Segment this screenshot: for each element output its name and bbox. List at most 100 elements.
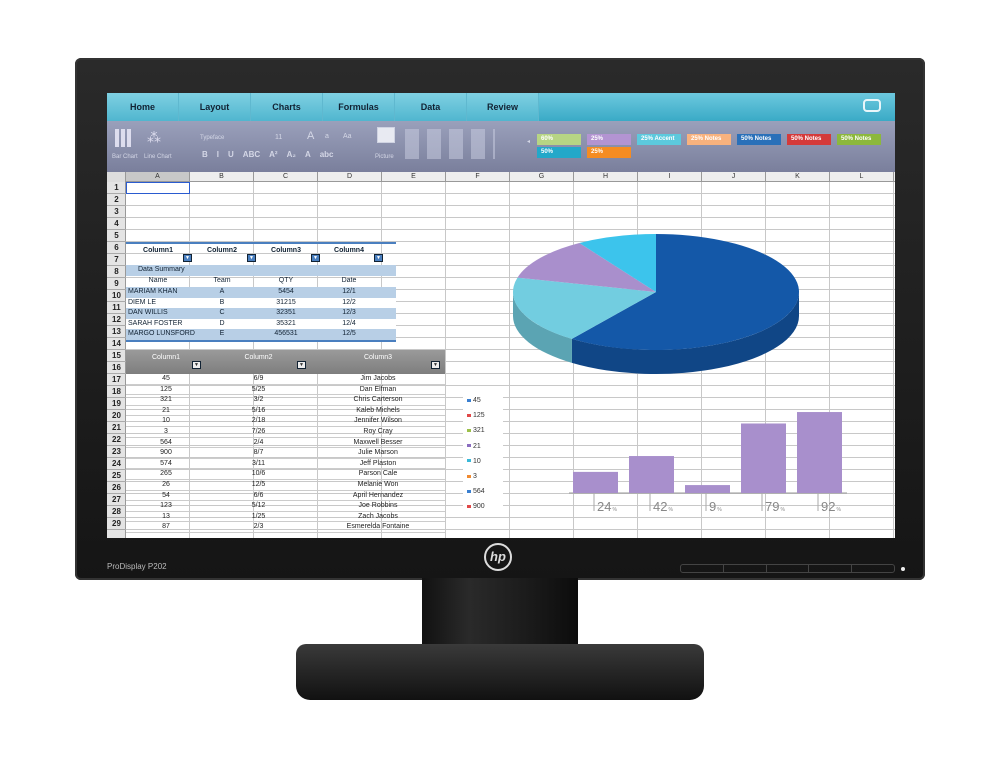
column-header-d[interactable]: D <box>318 172 382 181</box>
tab-formulas[interactable]: Formulas <box>323 93 395 121</box>
table-row[interactable]: DAN WILLIS C 32351 12/3 <box>126 308 396 319</box>
table-row[interactable]: 87 2/3 Esmerelda Fontaine <box>126 522 445 533</box>
column-header-c[interactable]: C <box>254 172 318 181</box>
power-button[interactable] <box>852 565 894 572</box>
row-header-15[interactable]: 15 <box>107 350 126 362</box>
format-button[interactable]: A₂ <box>286 150 296 159</box>
line-chart-icon[interactable]: ⁂ <box>147 129 161 145</box>
table-row[interactable]: DIEM LE B 31215 12/2 <box>126 297 396 309</box>
cell-style-swatch[interactable]: 50% Notes <box>737 134 781 145</box>
table-row[interactable]: MARGO LUNSFORD E 456531 12/5 <box>126 329 396 340</box>
table-row[interactable]: 3 7/26 Roy Cray <box>126 427 445 438</box>
row-header-27[interactable]: 27 <box>107 494 126 506</box>
row-header-29[interactable]: 29 <box>107 518 126 530</box>
cell-style-swatch[interactable]: 25% Accent <box>637 134 681 145</box>
row-header-12[interactable]: 12 <box>107 314 126 326</box>
column-header-f[interactable]: F <box>446 172 510 181</box>
shrink-font-button[interactable]: a <box>325 133 329 140</box>
row-header-28[interactable]: 28 <box>107 506 126 518</box>
format-button[interactable]: U <box>228 150 234 159</box>
pie-slice-1[interactable] <box>513 277 656 339</box>
row-header-24[interactable]: 24 <box>107 458 126 470</box>
column-header-g[interactable]: G <box>510 172 574 181</box>
table-row[interactable]: 564 2/4 Maxwell Besser <box>126 438 445 449</box>
row-header-17[interactable]: 17 <box>107 374 126 386</box>
filter-dropdown-icon[interactable]: ▼ <box>311 254 320 262</box>
cell-style-swatch[interactable]: 25% <box>587 134 631 145</box>
cell-style-swatch[interactable]: 60% <box>537 134 581 145</box>
row-header-5[interactable]: 5 <box>107 230 126 242</box>
typeface-select[interactable]: Typeface <box>200 135 225 141</box>
inbox-icon[interactable] <box>863 99 881 112</box>
table-row[interactable]: 13 1/25 Zach Jacobs <box>126 512 445 523</box>
row-header-11[interactable]: 11 <box>107 302 126 314</box>
bar-chart-icon[interactable] <box>115 129 131 147</box>
row-header-6[interactable]: 6 <box>107 242 126 254</box>
format-button[interactable]: ABC <box>242 150 261 159</box>
row-header-20[interactable]: 20 <box>107 410 126 422</box>
row-header-22[interactable]: 22 <box>107 434 126 446</box>
font-size-select[interactable]: 11 <box>275 134 283 141</box>
row-header-25[interactable]: 25 <box>107 470 126 482</box>
tab-review[interactable]: Review <box>467 93 539 121</box>
ok-button[interactable] <box>809 565 853 572</box>
bar-chart-button[interactable]: Bar Chart <box>112 154 138 160</box>
table-row[interactable]: 123 5/12 Joe Robbins <box>126 501 445 512</box>
row-header-16[interactable]: 16 <box>107 362 126 374</box>
filter-dropdown-icon[interactable]: ▼ <box>431 361 440 369</box>
row-header-26[interactable]: 26 <box>107 482 126 494</box>
filter-dropdown-icon[interactable]: ▼ <box>192 361 201 369</box>
table-row[interactable]: 900 8/7 Julie Marson <box>126 448 445 459</box>
column-header-i[interactable]: I <box>638 172 702 181</box>
row-header-18[interactable]: 18 <box>107 386 126 398</box>
table-row[interactable]: MARIAM KHAN A 5454 12/1 <box>126 287 396 298</box>
picture-button[interactable]: Picture <box>375 154 394 160</box>
tab-layout[interactable]: Layout <box>179 93 251 121</box>
filter-dropdown-icon[interactable]: ▼ <box>374 254 383 262</box>
row-header-21[interactable]: 21 <box>107 422 126 434</box>
row-header-13[interactable]: 13 <box>107 326 126 338</box>
table-row[interactable]: 10 2/18 Jennifer Wilson <box>126 416 445 427</box>
grow-font-button[interactable]: A <box>307 130 315 142</box>
row-header-2[interactable]: 2 <box>107 194 126 206</box>
table-row[interactable]: SARAH FOSTER D 35321 12/4 <box>126 318 396 330</box>
tab-data[interactable]: Data <box>395 93 467 121</box>
row-header-14[interactable]: 14 <box>107 338 126 350</box>
minus-button[interactable] <box>724 565 767 572</box>
tab-charts[interactable]: Charts <box>251 93 323 121</box>
cell-style-swatch[interactable]: 50% <box>537 147 581 158</box>
row-header-3[interactable]: 3 <box>107 206 126 218</box>
row-header-7[interactable]: 7 <box>107 254 126 266</box>
table-row[interactable]: 574 3/11 Jeff Plaston <box>126 459 445 470</box>
bar-3[interactable] <box>741 423 786 493</box>
pie-slice-3[interactable] <box>579 234 656 292</box>
bar-4[interactable] <box>797 412 842 493</box>
column-header-l[interactable]: L <box>830 172 894 181</box>
filter-dropdown-icon[interactable]: ▼ <box>247 254 256 262</box>
pie-slice-2[interactable] <box>517 243 656 292</box>
picture-icon[interactable] <box>377 127 395 143</box>
menu-button[interactable] <box>681 565 724 572</box>
filter-dropdown-icon[interactable]: ▼ <box>183 254 192 262</box>
cell-style-swatch[interactable]: 50% Notes <box>787 134 831 145</box>
table-row[interactable]: 54 6/6 April Hernandez <box>126 491 445 502</box>
column-header-a[interactable]: A <box>126 172 190 181</box>
pie-slice-0[interactable] <box>571 234 799 350</box>
table-row[interactable]: 265 10/6 Parson Cale <box>126 469 445 480</box>
bar-1[interactable] <box>629 456 674 493</box>
select-all-corner[interactable] <box>107 172 126 182</box>
tab-home[interactable]: Home <box>107 93 179 121</box>
bar-0[interactable] <box>573 471 618 493</box>
monitor-control-buttons[interactable] <box>680 564 895 573</box>
table-row[interactable]: 45 6/9 Jim Jacobs <box>126 374 445 385</box>
row-header-1[interactable]: 1 <box>107 182 126 194</box>
row-header-9[interactable]: 9 <box>107 278 126 290</box>
row-header-23[interactable]: 23 <box>107 446 126 458</box>
column-header-j[interactable]: J <box>702 172 766 181</box>
format-button[interactable]: B <box>202 150 208 159</box>
format-button[interactable]: I <box>216 150 220 159</box>
scroll-left-arrow[interactable]: ◂ <box>527 139 531 145</box>
column-header-e[interactable]: E <box>382 172 446 181</box>
format-button[interactable]: abc <box>319 150 334 159</box>
filter-dropdown-icon[interactable]: ▼ <box>297 361 306 369</box>
